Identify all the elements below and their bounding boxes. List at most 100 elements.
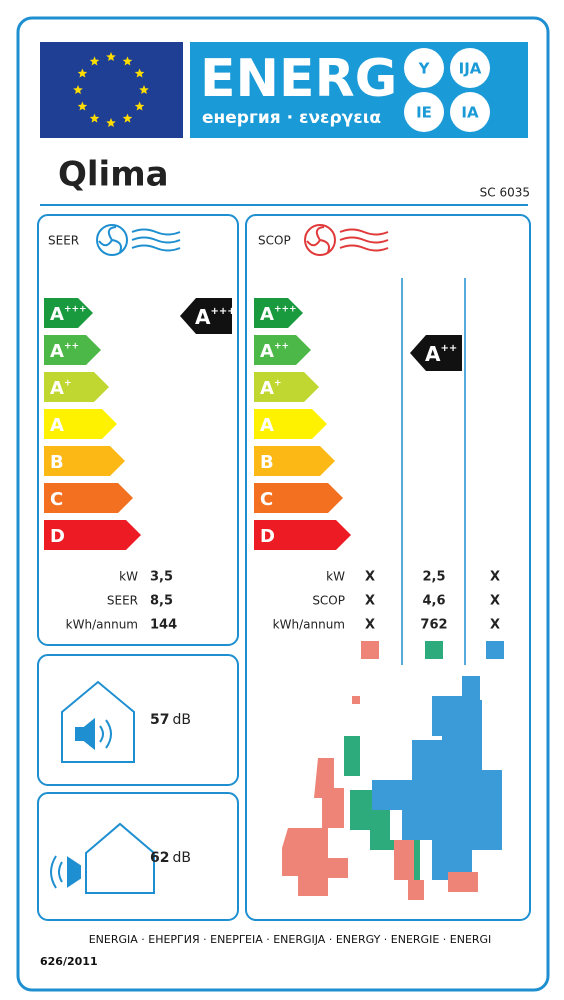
energ-title: ENERG — [200, 49, 397, 109]
class-label: A+ — [50, 378, 71, 399]
class-label: A++ — [260, 341, 289, 362]
class-arrow — [254, 520, 351, 550]
brand: Qlima — [58, 155, 169, 195]
heating-icon — [304, 224, 389, 256]
class-letter: B — [50, 452, 64, 473]
outdoor-sound-icon — [50, 822, 155, 894]
class-arrow — [44, 409, 117, 439]
cooling-icon — [96, 224, 181, 256]
row-unit: SCOP — [312, 594, 345, 608]
star — [134, 101, 145, 111]
language-badge — [450, 92, 490, 132]
language-badge — [450, 48, 490, 88]
language-code: Y — [418, 60, 431, 78]
noise-unit: dB — [172, 712, 191, 728]
heating-panel — [245, 214, 531, 921]
class-label: A++ — [425, 342, 457, 366]
class-plus: + — [64, 378, 72, 388]
row-value: X — [490, 618, 500, 633]
class-label: A+ — [260, 378, 281, 399]
class-plus: +++ — [274, 304, 297, 314]
row-value: X — [365, 618, 375, 633]
language-badge — [404, 92, 444, 132]
class-letter: A — [195, 305, 211, 329]
star — [89, 56, 100, 66]
row-unit: kWh/annum — [66, 618, 138, 632]
noise-value: 62 — [150, 850, 169, 866]
class-arrow — [254, 372, 319, 402]
class-letter: A — [425, 342, 441, 366]
star — [77, 101, 88, 111]
star — [106, 118, 116, 127]
class-letter: A — [260, 415, 274, 436]
class-letter: C — [260, 489, 273, 510]
class-plus: ++ — [440, 343, 457, 354]
row-value: 2,5 — [422, 570, 445, 585]
row-value: 762 — [420, 618, 447, 633]
class-letter: A — [50, 415, 64, 436]
row-value: X — [490, 594, 500, 609]
footer-languages: ENERGIA · ЕНЕРГИЯ · ΕΝΕΡΓΕΙΑ · ENERGIJA … — [89, 933, 492, 946]
language-code: IA — [461, 104, 479, 122]
star — [139, 85, 149, 94]
class-arrow — [44, 520, 141, 550]
climate-swatch — [486, 641, 504, 659]
class-arrow — [254, 335, 311, 365]
model: SC 6035 — [480, 186, 530, 200]
class-letter: A — [260, 304, 274, 325]
star — [106, 52, 116, 61]
star — [122, 56, 133, 66]
class-letter: A — [260, 378, 274, 399]
class-arrow — [254, 298, 303, 328]
class-label: A+++ — [50, 304, 87, 325]
outdoor-noise-panel — [37, 792, 239, 921]
row-value: X — [490, 570, 500, 585]
class-arrow — [44, 446, 125, 476]
star — [77, 68, 88, 78]
class-label: A+++ — [260, 304, 297, 325]
cooling-panel — [37, 214, 239, 646]
rating-arrow — [410, 335, 462, 371]
star — [73, 85, 83, 94]
class-letter: A — [260, 341, 274, 362]
class-arrow — [44, 483, 133, 513]
language-code: IE — [416, 104, 432, 122]
class-arrow — [254, 483, 343, 513]
class-label: C — [260, 489, 273, 510]
class-letter: D — [260, 526, 275, 547]
class-plus: +++ — [210, 306, 235, 317]
climate-swatch — [361, 641, 379, 659]
class-letter: B — [260, 452, 274, 473]
class-plus: + — [274, 378, 282, 388]
class-letter: D — [50, 526, 65, 547]
class-label: C — [50, 489, 63, 510]
rating-arrow — [180, 298, 232, 334]
indoor-sound-icon — [61, 680, 135, 763]
noise-level: 57 dB — [150, 712, 191, 728]
class-plus: ++ — [274, 341, 289, 351]
class-arrow — [254, 409, 327, 439]
climate-swatch — [425, 641, 443, 659]
energ-subtitle: енергия · ενεργεια — [202, 108, 381, 128]
class-arrow — [254, 446, 335, 476]
scale-label: SEER — [48, 234, 79, 248]
row-value: X — [365, 594, 375, 609]
class-plus: +++ — [64, 304, 87, 314]
regulation: 626/2011 — [40, 955, 98, 968]
class-letter: A — [50, 341, 64, 362]
class-arrow — [44, 298, 93, 328]
class-arrow — [44, 335, 101, 365]
row-unit: kW — [326, 570, 345, 584]
scale-label: SCOP — [258, 234, 291, 248]
noise-value: 57 — [150, 712, 169, 728]
class-letter: A — [50, 304, 64, 325]
europe-map — [282, 676, 502, 900]
language-badge — [404, 48, 444, 88]
class-label: A++ — [50, 341, 79, 362]
language-code: IJA — [459, 60, 482, 78]
noise-level: 62 dB — [150, 850, 191, 866]
noise-unit: dB — [172, 850, 191, 866]
class-arrow — [44, 372, 109, 402]
row-value: 8,5 — [150, 594, 173, 609]
